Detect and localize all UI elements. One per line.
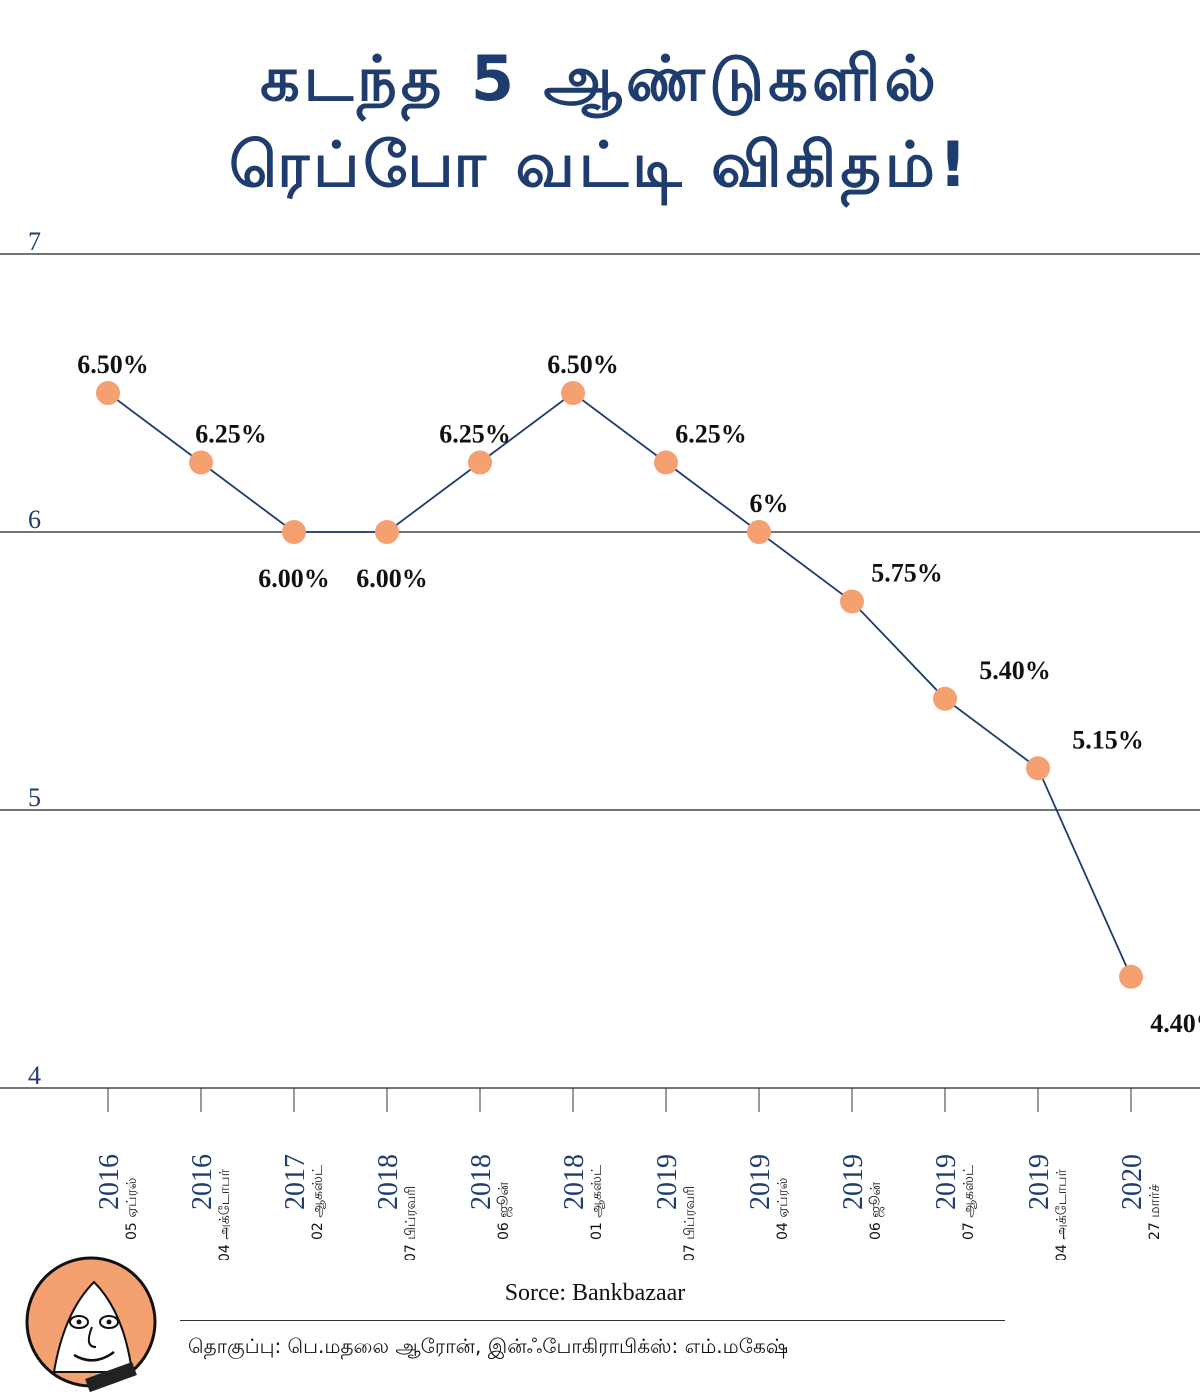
x-tick-label: 2018 01 ஆகஸ்ட்: [559, 1154, 605, 1240]
chart-title-line2: ரெப்போ வட்டி விகிதம்!: [228, 128, 972, 201]
y-tick-label: 4: [28, 1061, 41, 1090]
x-tick-year: 2017: [280, 1154, 311, 1210]
data-point: [96, 381, 120, 405]
x-tick-year: 2019: [1024, 1154, 1055, 1210]
x-tick-date: 01 ஆகஸ்ட்: [589, 1165, 605, 1240]
x-tick-year: 2019: [838, 1154, 869, 1210]
x-tick-year: 2018: [559, 1154, 590, 1210]
data-point: [747, 520, 771, 544]
x-tick-label: 2016 04 அக்டோபர்: [187, 1154, 233, 1260]
data-label: 6.50%: [547, 350, 619, 379]
data-point: [840, 589, 864, 614]
x-tick-year: 2018: [373, 1154, 404, 1210]
x-tick-date: 27 மார்ச்: [1147, 1184, 1163, 1240]
x-tick-date: 02 ஆகஸ்ட்: [310, 1165, 326, 1240]
caricature-logo: [25, 1256, 157, 1392]
x-tick-date: 07 ஆகஸ்ட்: [961, 1165, 977, 1240]
data-label: 6.50%: [77, 350, 149, 379]
x-tick-year: 2019: [745, 1154, 776, 1210]
data-point: [468, 450, 492, 475]
data-point: [282, 520, 306, 544]
data-point: [933, 686, 957, 711]
data-label: 4.40%: [1150, 1009, 1200, 1038]
data-label: 6.25%: [195, 420, 267, 449]
x-tick-date: 04 ஏப்ரல்: [775, 1178, 791, 1240]
data-label: 6.25%: [439, 420, 511, 449]
x-tick-date: 07 பிப்ரவரி: [682, 1186, 698, 1260]
data-label: 6%: [750, 489, 789, 518]
data-point: [561, 381, 585, 405]
x-tick-label: 2016 05 ஏப்ரல்: [94, 1154, 140, 1240]
y-tick-label: 5: [28, 783, 41, 812]
x-tick-label: 2019 04 ஏப்ரல்: [745, 1154, 791, 1240]
y-tick-label: 7: [28, 227, 41, 256]
series-line: [107, 391, 1132, 978]
data-label: 6.00%: [258, 564, 330, 593]
x-tick-year: 2018: [466, 1154, 497, 1210]
x-tick-year: 2019: [652, 1154, 683, 1210]
x-tick-date: 06 ஜூன்: [496, 1181, 513, 1240]
x-tick-date: 04 அக்டோபர்: [1054, 1168, 1070, 1260]
data-point: [375, 520, 399, 544]
x-tick-date: 06 ஜூன்: [868, 1181, 885, 1240]
x-tick-date: 05 ஏப்ரல்: [124, 1178, 140, 1240]
data-point: [654, 450, 678, 475]
data-label: 5.75%: [871, 559, 943, 588]
x-tick-date: 04 அக்டோபர்: [217, 1168, 233, 1260]
data-label: 6.00%: [356, 564, 428, 593]
source-note: Sorce: Bankbazaar: [504, 1280, 686, 1306]
x-tick-label: 2019 06 ஜூன்: [838, 1154, 885, 1240]
x-tick-year: 2016: [94, 1154, 125, 1210]
data-point: [1119, 964, 1143, 989]
y-tick-label: 6: [28, 505, 41, 534]
data-label: 6.25%: [675, 420, 747, 449]
divider: [180, 1320, 1005, 1321]
x-tick-label: 2019 07 ஆகஸ்ட்: [931, 1154, 977, 1240]
x-tick-label: 2019 04 அக்டோபர்: [1024, 1154, 1070, 1260]
data-point: [1026, 756, 1050, 781]
x-tick-label: 2018 06 ஜூன்: [466, 1154, 513, 1240]
data-label: 5.40%: [979, 656, 1051, 685]
x-tick-date: 07 பிப்ரவரி: [403, 1186, 419, 1260]
chart-title-line1: கடந்த 5 ஆண்டுகளில்: [260, 42, 940, 115]
x-tick-year: 2019: [931, 1154, 962, 1210]
data-point: [189, 450, 213, 475]
x-tick-year: 2020: [1117, 1154, 1148, 1210]
data-label: 5.15%: [1072, 725, 1144, 754]
credit-line: தொகுப்பு: பெ.மதலை ஆரோன், இன்ஃபோகிராபிக்ஸ…: [188, 1334, 789, 1358]
x-tick-year: 2016: [187, 1154, 218, 1210]
x-tick-label: 2017 02 ஆகஸ்ட்: [280, 1154, 326, 1240]
